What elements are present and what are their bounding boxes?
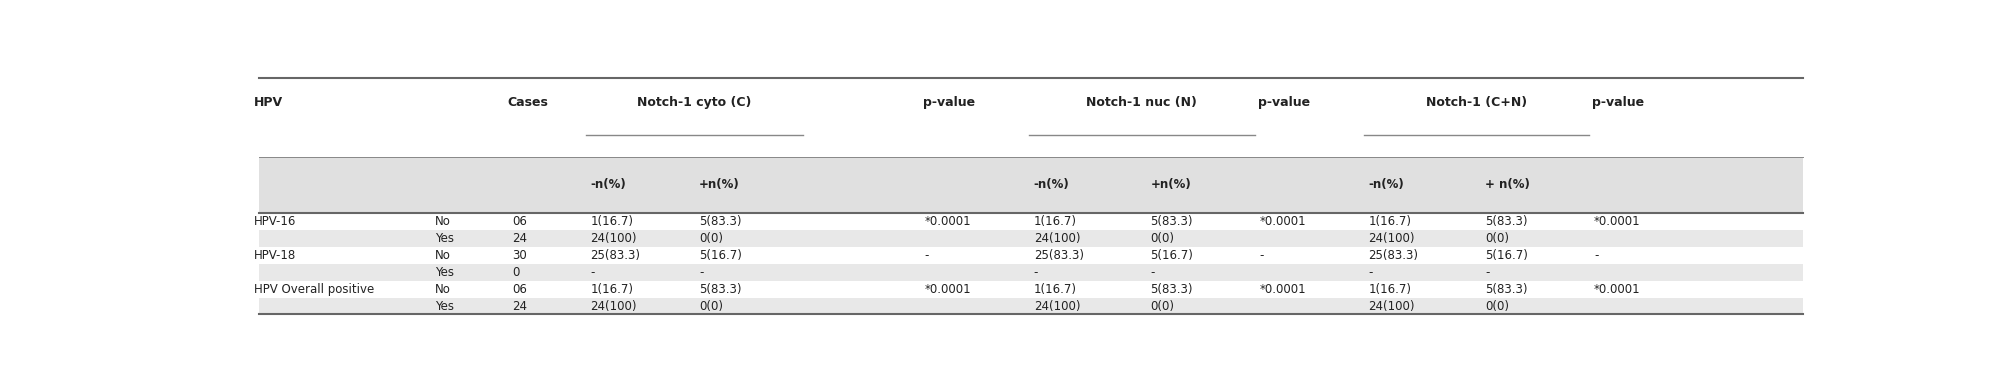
Text: Yes: Yes xyxy=(434,232,454,245)
Bar xyxy=(259,230,1802,247)
Text: No: No xyxy=(434,215,450,228)
Text: + n(%): + n(%) xyxy=(1485,178,1529,191)
Text: p-value: p-value xyxy=(923,97,975,109)
Text: HPV: HPV xyxy=(255,97,283,109)
Text: HPV-16: HPV-16 xyxy=(255,215,297,228)
Text: 5(83.3): 5(83.3) xyxy=(1485,215,1527,228)
Text: 25(83.3): 25(83.3) xyxy=(1367,249,1417,262)
Text: 30: 30 xyxy=(512,249,528,262)
Text: 06: 06 xyxy=(512,283,528,296)
Text: 5(83.3): 5(83.3) xyxy=(1485,283,1527,296)
Text: *0.0001: *0.0001 xyxy=(1258,283,1305,296)
Text: *0.0001: *0.0001 xyxy=(1594,215,1640,228)
Text: 25(83.3): 25(83.3) xyxy=(590,249,640,262)
Text: 1(16.7): 1(16.7) xyxy=(1367,283,1411,296)
Text: -: - xyxy=(1485,266,1489,279)
Text: 24(100): 24(100) xyxy=(590,232,636,245)
Text: 5(16.7): 5(16.7) xyxy=(1150,249,1192,262)
Text: 5(83.3): 5(83.3) xyxy=(698,215,741,228)
Text: 0(0): 0(0) xyxy=(1150,299,1174,313)
Text: 5(16.7): 5(16.7) xyxy=(1485,249,1527,262)
Text: +n(%): +n(%) xyxy=(1150,178,1190,191)
Text: -n(%): -n(%) xyxy=(590,178,626,191)
Text: 0(0): 0(0) xyxy=(698,232,723,245)
Text: -: - xyxy=(1594,249,1598,262)
Text: -: - xyxy=(1258,249,1262,262)
Text: -n(%): -n(%) xyxy=(1367,178,1403,191)
Text: 24(100): 24(100) xyxy=(590,299,636,313)
Text: *0.0001: *0.0001 xyxy=(925,215,971,228)
Text: *0.0001: *0.0001 xyxy=(1258,215,1305,228)
Bar xyxy=(259,78,1802,157)
Text: 5(83.3): 5(83.3) xyxy=(1150,283,1192,296)
Text: *0.0001: *0.0001 xyxy=(925,283,971,296)
Text: p-value: p-value xyxy=(1592,97,1644,109)
Bar xyxy=(259,247,1802,264)
Text: Notch-1 cyto (C): Notch-1 cyto (C) xyxy=(636,97,751,109)
Text: 24(100): 24(100) xyxy=(1367,232,1415,245)
Text: -: - xyxy=(1034,266,1038,279)
Text: 1(16.7): 1(16.7) xyxy=(590,283,632,296)
Text: 5(83.3): 5(83.3) xyxy=(698,283,741,296)
Text: 1(16.7): 1(16.7) xyxy=(1034,215,1076,228)
Bar xyxy=(259,281,1802,298)
Text: 06: 06 xyxy=(512,215,528,228)
Bar xyxy=(259,213,1802,230)
Text: HPV-18: HPV-18 xyxy=(255,249,297,262)
Text: 1(16.7): 1(16.7) xyxy=(590,215,632,228)
Text: 5(16.7): 5(16.7) xyxy=(698,249,743,262)
Text: 1(16.7): 1(16.7) xyxy=(1034,283,1076,296)
Text: No: No xyxy=(434,283,450,296)
Text: -: - xyxy=(925,249,929,262)
Text: 0(0): 0(0) xyxy=(698,299,723,313)
Text: No: No xyxy=(434,249,450,262)
Text: 24: 24 xyxy=(512,232,528,245)
Text: -: - xyxy=(1150,266,1154,279)
Bar xyxy=(259,298,1802,314)
Text: 0(0): 0(0) xyxy=(1485,232,1509,245)
Text: Notch-1 nuc (N): Notch-1 nuc (N) xyxy=(1086,97,1196,109)
Text: p-value: p-value xyxy=(1256,97,1309,109)
Text: 0(0): 0(0) xyxy=(1150,232,1174,245)
Text: +n(%): +n(%) xyxy=(698,178,739,191)
Text: 1(16.7): 1(16.7) xyxy=(1367,215,1411,228)
Text: 0(0): 0(0) xyxy=(1485,299,1509,313)
Text: -: - xyxy=(590,266,594,279)
Text: 0: 0 xyxy=(512,266,520,279)
Text: -: - xyxy=(1367,266,1373,279)
Text: HPV Overall positive: HPV Overall positive xyxy=(255,283,373,296)
Text: *0.0001: *0.0001 xyxy=(1594,283,1640,296)
Text: -n(%): -n(%) xyxy=(1034,178,1070,191)
Bar xyxy=(259,157,1802,213)
Text: Yes: Yes xyxy=(434,299,454,313)
Text: 25(83.3): 25(83.3) xyxy=(1034,249,1084,262)
Text: Notch-1 (C+N): Notch-1 (C+N) xyxy=(1425,97,1525,109)
Text: 5(83.3): 5(83.3) xyxy=(1150,215,1192,228)
Text: Cases: Cases xyxy=(508,97,548,109)
Text: 24(100): 24(100) xyxy=(1034,232,1080,245)
Text: 24(100): 24(100) xyxy=(1367,299,1415,313)
Bar xyxy=(259,264,1802,281)
Text: -: - xyxy=(698,266,702,279)
Text: 24(100): 24(100) xyxy=(1034,299,1080,313)
Text: Yes: Yes xyxy=(434,266,454,279)
Text: 24: 24 xyxy=(512,299,528,313)
